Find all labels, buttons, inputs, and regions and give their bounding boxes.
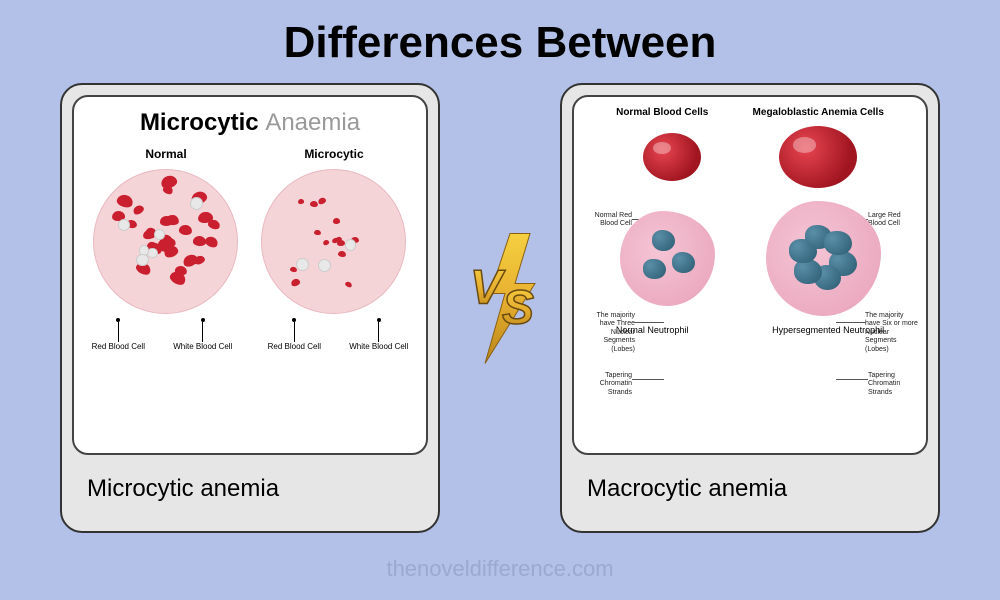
hyper-neutrophil-cell: [766, 201, 881, 316]
pointer-label: Red Blood Cell: [268, 342, 321, 351]
pointer-label: Red Blood Cell: [92, 342, 145, 351]
smear-row: Normal Microcytic: [74, 137, 426, 314]
pointer-item: White Blood Cell: [173, 318, 232, 351]
normal-neutrophil-cell: [620, 211, 715, 306]
lead-line: [634, 322, 664, 323]
svg-text:V: V: [470, 261, 506, 314]
normal-rbc-cell: [643, 133, 701, 181]
page-title: Differences Between: [0, 0, 1000, 68]
left-card-diagram: Microcytic Anaemia Normal Microcytic Red…: [72, 95, 428, 455]
macro-top-labels: Normal Blood Cells Megaloblastic Anemia …: [574, 97, 926, 118]
lead-line: [836, 322, 866, 323]
watermark: thenoveldifference.com: [386, 556, 613, 582]
macro-top-label-normal: Normal Blood Cells: [616, 107, 708, 118]
smear-col-normal: Normal: [85, 147, 246, 314]
smear-col-microcytic: Microcytic: [253, 147, 414, 314]
microcytic-title-sub: Anaemia: [265, 109, 360, 136]
right-card: Normal Blood Cells Megaloblastic Anemia …: [560, 83, 940, 533]
microcytic-diagram-title: Microcytic Anaemia: [74, 97, 426, 137]
lead-line: [632, 379, 664, 380]
smear-label-normal: Normal: [85, 147, 246, 161]
vs-icon: V S: [440, 228, 560, 368]
right-card-caption: Macrocytic anemia: [572, 455, 928, 503]
cards-container: Microcytic Anaemia Normal Microcytic Red…: [0, 68, 1000, 533]
label-normal-strands: Tapering Chromatin Strands: [582, 372, 632, 397]
smear-normal: [93, 169, 238, 314]
pointer-item: Red Blood Cell: [268, 318, 321, 351]
rbc-row: [574, 118, 926, 196]
lead-line: [836, 379, 868, 380]
microcytic-title-main: Microcytic: [140, 109, 259, 136]
label-hyper-strands: Tapering Chromatin Strands: [868, 372, 918, 397]
pointer-item: White Blood Cell: [349, 318, 408, 351]
smear-microcytic: [261, 169, 406, 314]
label-normal-rbc: Normal Red Blood Cell: [582, 212, 632, 229]
smear-label-microcytic: Microcytic: [253, 147, 414, 161]
label-large-rbc: Large Red Blood Cell: [868, 212, 918, 229]
macro-top-label-mega: Megaloblastic Anemia Cells: [753, 107, 884, 118]
right-card-diagram: Normal Blood Cells Megaloblastic Anemia …: [572, 95, 928, 455]
label-hyper-lobes: The majority have Six or more Nuclear Se…: [865, 312, 920, 354]
vs-badge: V S: [440, 228, 560, 373]
pointer-item: Red Blood Cell: [92, 318, 145, 351]
svg-text:S: S: [502, 281, 534, 334]
label-normal-lobes: The majority have Three Nuclear Segments…: [580, 312, 635, 354]
pointer-label: White Blood Cell: [349, 342, 408, 351]
pointer-cell-right: Red Blood Cell White Blood Cell: [254, 318, 423, 351]
left-card-caption: Microcytic anemia: [72, 455, 428, 503]
large-rbc-cell: [779, 126, 857, 188]
pointer-row: Red Blood Cell White Blood Cell Red Bloo…: [74, 314, 426, 351]
left-card: Microcytic Anaemia Normal Microcytic Red…: [60, 83, 440, 533]
pointer-label: White Blood Cell: [173, 342, 232, 351]
pointer-cell-left: Red Blood Cell White Blood Cell: [78, 318, 247, 351]
